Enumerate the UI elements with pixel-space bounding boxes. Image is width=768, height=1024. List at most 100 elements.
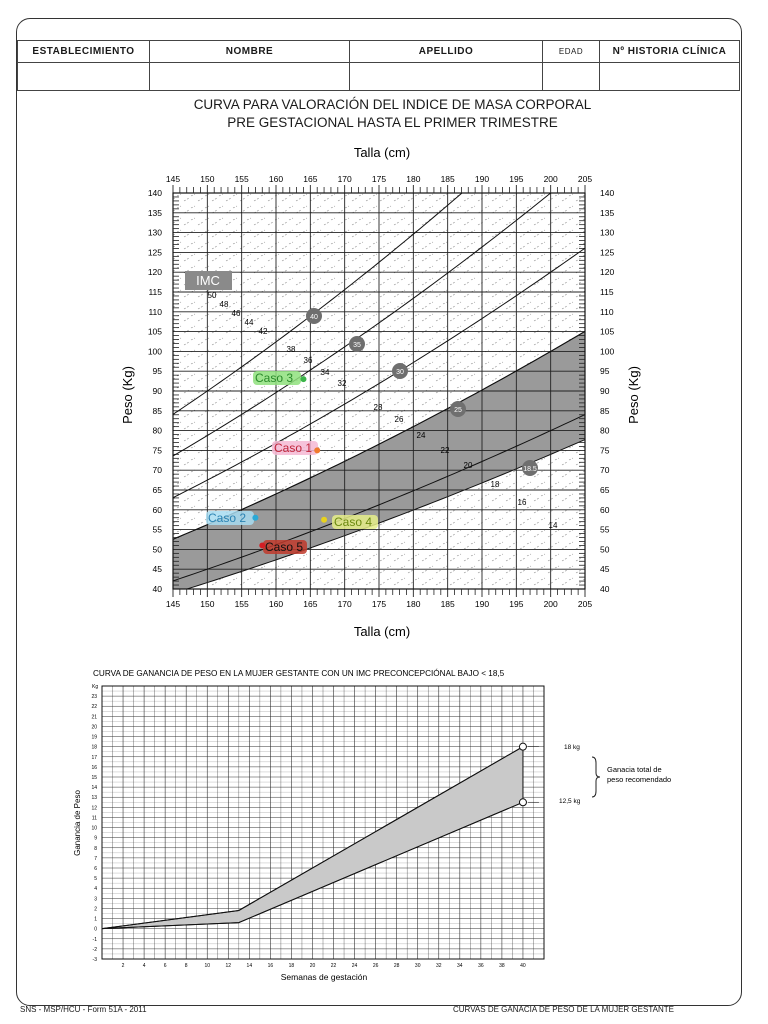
field-establecimiento[interactable] bbox=[17, 62, 150, 91]
bmi-value-label: 42 bbox=[259, 327, 268, 336]
imc-title-line2: PRE GESTACIONAL HASTA EL PRIMER TRIMESTR… bbox=[227, 115, 558, 130]
bmi-value-label: 46 bbox=[232, 309, 241, 318]
bmi-line bbox=[173, 330, 585, 540]
imc-right-tick-label: 115 bbox=[600, 287, 614, 297]
bmi-circle-label: 40 bbox=[310, 314, 318, 321]
gain-x-label: Semanas de gestación bbox=[281, 972, 368, 982]
imc-bottom-x-label: Talla (cm) bbox=[354, 624, 410, 639]
imc-left-tick-label: 45 bbox=[153, 564, 163, 574]
gain-y-tick-label: 22 bbox=[91, 704, 97, 710]
imc-bottom-tick-label: 185 bbox=[441, 599, 455, 609]
field-apellido[interactable] bbox=[349, 62, 543, 91]
gain-y-tick-label: 4 bbox=[94, 886, 97, 892]
imc-top-tick-label: 205 bbox=[578, 174, 592, 184]
case-label-bg bbox=[332, 515, 378, 529]
imc-bottom-tick-label: 195 bbox=[509, 599, 523, 609]
imc-bottom-tick-label: 205 bbox=[578, 599, 592, 609]
gain-series-line bbox=[101, 801, 524, 930]
gain-endpoint-marker bbox=[518, 798, 527, 807]
gain-x-tick-label: 26 bbox=[373, 963, 379, 969]
imc-top-tick-label: 145 bbox=[166, 174, 180, 184]
gain-x-tick-label: 30 bbox=[415, 963, 421, 969]
bmi-line bbox=[173, 193, 463, 415]
label-12-5-kg: 12,5 kg bbox=[559, 798, 581, 805]
imc-right-tick-label: 105 bbox=[600, 327, 614, 337]
gain-y-tick-label: 15 bbox=[91, 775, 97, 781]
gain-y-tick-label: 5 bbox=[94, 876, 97, 882]
imc-left-tick-label: 70 bbox=[153, 465, 163, 475]
bmi-value-label: 20 bbox=[464, 461, 473, 470]
case-label-bg bbox=[206, 511, 254, 525]
bmi-value-label: 38 bbox=[287, 345, 296, 354]
gain-y-label: Ganancia de Peso bbox=[73, 790, 82, 856]
footer-right: CURVAS DE GANACIA DE PESO DE LA MUJER GE… bbox=[453, 1005, 674, 1014]
imc-left-tick-label: 40 bbox=[153, 584, 163, 594]
bmi-circle-marker bbox=[306, 308, 322, 324]
imc-left-tick-label: 135 bbox=[148, 208, 162, 218]
imc-right-tick-label: 130 bbox=[600, 228, 614, 238]
bmi-circle-marker bbox=[392, 363, 408, 379]
imc-right-tick-label: 135 bbox=[600, 208, 614, 218]
gain-y-tick-label: 13 bbox=[91, 795, 97, 801]
gain-x-tick-label: 8 bbox=[185, 963, 188, 969]
gain-x-tick-label: 20 bbox=[310, 963, 316, 969]
imc-chart-title: CURVA PARA VALORACIÓN DEL INDICE DE MASA… bbox=[100, 96, 685, 132]
gain-x-tick-label: 6 bbox=[164, 963, 167, 969]
gain-y-tick-label: -2 bbox=[93, 947, 98, 953]
gain-y-tick-label: -3 bbox=[93, 957, 98, 963]
imc-legend-label: IMC bbox=[196, 273, 220, 288]
bmi-value-label: 34 bbox=[321, 368, 330, 377]
bracket-icon bbox=[591, 756, 601, 798]
imc-bottom-tick-label: 180 bbox=[406, 599, 420, 609]
imc-top-tick-label: 150 bbox=[200, 174, 214, 184]
imc-right-tick-label: 50 bbox=[600, 544, 610, 554]
imc-left-tick-label: 125 bbox=[148, 247, 162, 257]
case-label: Caso 5 bbox=[265, 540, 303, 554]
bmi-value-label: 24 bbox=[417, 431, 426, 440]
imc-bottom-tick-label: 190 bbox=[475, 599, 489, 609]
gain-y-tick-label: 17 bbox=[91, 755, 97, 761]
imc-right-tick-label: 75 bbox=[600, 445, 610, 455]
imc-top-tick-label: 160 bbox=[269, 174, 283, 184]
gain-y-tick-label: 23 bbox=[91, 694, 97, 700]
gain-x-tick-label: 38 bbox=[499, 963, 505, 969]
imc-right-y-label: Peso (Kg) bbox=[626, 366, 641, 424]
imc-bottom-tick-label: 170 bbox=[338, 599, 352, 609]
field-historia-clinica[interactable] bbox=[599, 62, 740, 91]
field-edad[interactable] bbox=[542, 62, 600, 91]
gain-x-tick-label: 4 bbox=[143, 963, 146, 969]
case-point bbox=[321, 516, 328, 523]
gain-y-tick-label: 0 bbox=[94, 927, 97, 933]
imc-top-tick-label: 190 bbox=[475, 174, 489, 184]
imc-right-tick-label: 85 bbox=[600, 406, 610, 416]
gain-x-tick-label: 28 bbox=[394, 963, 400, 969]
case-label-bg bbox=[263, 540, 307, 554]
imc-right-tick-label: 40 bbox=[600, 584, 610, 594]
imc-right-tick-label: 45 bbox=[600, 564, 610, 574]
bmi-circle-label: 18.5 bbox=[523, 466, 537, 473]
imc-right-tick-label: 90 bbox=[600, 386, 610, 396]
imc-bottom-tick-label: 150 bbox=[200, 599, 214, 609]
imc-left-tick-label: 65 bbox=[153, 485, 163, 495]
gain-y-tick-label: 19 bbox=[91, 735, 97, 741]
gain-y-tick-label: 7 bbox=[94, 856, 97, 862]
imc-top-tick-label: 200 bbox=[544, 174, 558, 184]
imc-right-tick-label: 60 bbox=[600, 505, 610, 515]
bmi-value-label: 18 bbox=[491, 480, 500, 489]
footer-left: SNS - MSP/HCU - Form 51A - 2011 bbox=[20, 1005, 147, 1014]
bmi-value-label: 48 bbox=[220, 300, 229, 309]
imc-bottom-tick-label: 175 bbox=[372, 599, 386, 609]
page-frame bbox=[16, 18, 742, 1006]
gain-y-tick-label: 3 bbox=[94, 896, 97, 902]
imc-title-line1: CURVA PARA VALORACIÓN DEL INDICE DE MASA… bbox=[193, 97, 592, 112]
gain-chart-title: CURVA DE GANANCIA DE PESO EN LA MUJER GE… bbox=[93, 668, 505, 678]
imc-right-tick-label: 55 bbox=[600, 525, 610, 535]
gain-x-tick-label: 12 bbox=[226, 963, 232, 969]
imc-right-tick-label: 80 bbox=[600, 426, 610, 436]
imc-bottom-tick-label: 155 bbox=[235, 599, 249, 609]
gain-series-line bbox=[101, 746, 524, 930]
note-line1: Ganacia total de bbox=[607, 765, 662, 774]
imc-left-tick-label: 140 bbox=[148, 188, 162, 198]
imc-right-tick-label: 100 bbox=[600, 346, 614, 356]
